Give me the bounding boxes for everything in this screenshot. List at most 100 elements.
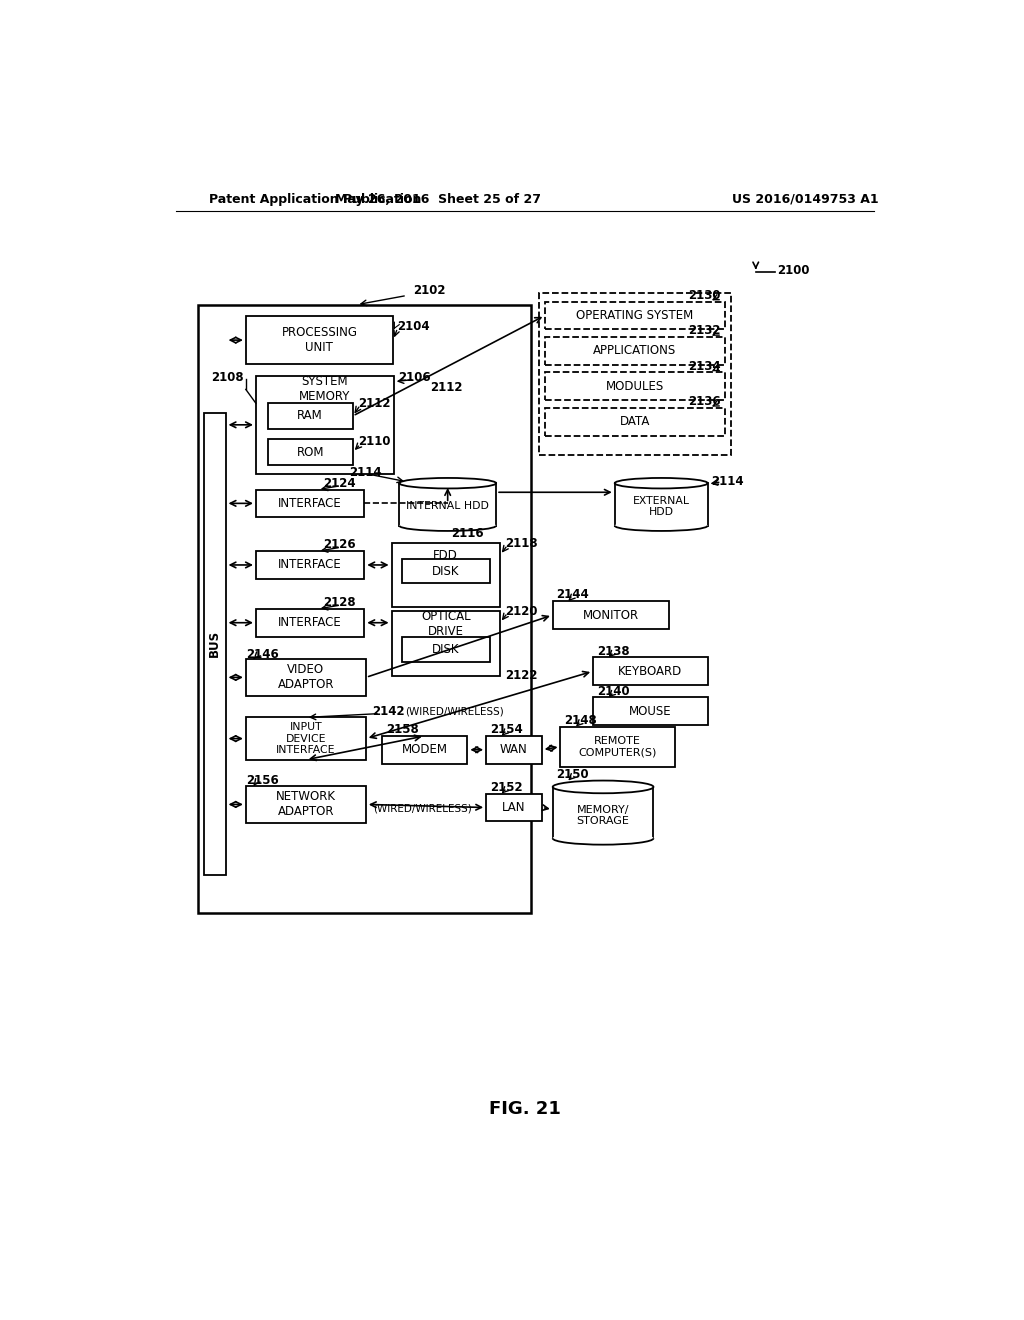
Bar bbox=[246, 659, 366, 696]
Text: 2146: 2146 bbox=[246, 648, 279, 661]
Text: 2136: 2136 bbox=[688, 395, 721, 408]
Text: INPUT
DEVICE
INTERFACE: INPUT DEVICE INTERFACE bbox=[276, 722, 336, 755]
Text: SYSTEM
MEMORY: SYSTEM MEMORY bbox=[299, 375, 350, 404]
Text: 2118: 2118 bbox=[505, 537, 538, 550]
Text: INTERFACE: INTERFACE bbox=[279, 496, 342, 510]
Text: 2108: 2108 bbox=[212, 371, 245, 384]
Text: KEYBOARD: KEYBOARD bbox=[618, 665, 682, 677]
Text: MODEM: MODEM bbox=[401, 743, 447, 756]
Text: 2154: 2154 bbox=[489, 723, 522, 737]
Text: 2158: 2158 bbox=[386, 723, 419, 737]
Bar bbox=[256, 376, 394, 474]
Bar bbox=[267, 440, 352, 465]
Bar bbox=[256, 609, 365, 636]
Text: MONITOR: MONITOR bbox=[583, 609, 639, 622]
Text: 2124: 2124 bbox=[324, 477, 356, 490]
Text: INTERNAL HDD: INTERNAL HDD bbox=[407, 502, 489, 511]
Text: 2122: 2122 bbox=[505, 669, 538, 682]
Bar bbox=[593, 657, 708, 685]
Bar bbox=[614, 483, 708, 525]
Ellipse shape bbox=[553, 780, 653, 793]
Text: 2102: 2102 bbox=[414, 284, 445, 297]
Ellipse shape bbox=[399, 520, 496, 531]
Bar bbox=[246, 718, 366, 760]
Text: DATA: DATA bbox=[620, 416, 650, 428]
Text: 2132: 2132 bbox=[688, 325, 721, 338]
Ellipse shape bbox=[399, 478, 496, 488]
Bar bbox=[553, 787, 653, 838]
Text: 2148: 2148 bbox=[564, 714, 597, 727]
Text: Patent Application Publication: Patent Application Publication bbox=[209, 193, 422, 206]
Bar bbox=[198, 305, 531, 913]
Text: NETWORK
ADAPTOR: NETWORK ADAPTOR bbox=[275, 791, 336, 818]
Bar bbox=[539, 293, 731, 455]
Bar bbox=[246, 317, 393, 364]
Bar bbox=[560, 726, 675, 767]
Text: 2134: 2134 bbox=[688, 360, 721, 372]
Text: MOUSE: MOUSE bbox=[629, 705, 672, 718]
Text: 2114: 2114 bbox=[349, 466, 382, 479]
Text: DISK: DISK bbox=[432, 643, 460, 656]
Text: 2104: 2104 bbox=[397, 319, 429, 333]
Text: 2156: 2156 bbox=[246, 774, 279, 787]
Ellipse shape bbox=[553, 832, 653, 845]
Text: OPTICAL
DRIVE: OPTICAL DRIVE bbox=[421, 610, 471, 639]
Text: WAN: WAN bbox=[500, 743, 527, 756]
Text: 2112: 2112 bbox=[358, 397, 391, 409]
Bar bbox=[486, 737, 542, 763]
Text: MEMORY/
STORAGE: MEMORY/ STORAGE bbox=[577, 805, 630, 826]
Ellipse shape bbox=[614, 520, 708, 531]
Bar bbox=[545, 372, 725, 400]
Text: 2114: 2114 bbox=[712, 475, 744, 488]
Text: EXTERNAL
HDD: EXTERNAL HDD bbox=[633, 495, 690, 517]
Text: RAM: RAM bbox=[297, 409, 323, 422]
Text: 2128: 2128 bbox=[324, 597, 356, 610]
Text: FDD: FDD bbox=[433, 549, 458, 562]
Bar bbox=[401, 558, 489, 583]
Text: APPLICATIONS: APPLICATIONS bbox=[593, 345, 677, 358]
Bar bbox=[486, 793, 542, 821]
Bar bbox=[401, 638, 489, 663]
Text: VIDEO
ADAPTOR: VIDEO ADAPTOR bbox=[278, 664, 334, 692]
Text: (WIRED/WIRELESS): (WIRED/WIRELESS) bbox=[373, 804, 472, 813]
Text: 2112: 2112 bbox=[430, 381, 463, 395]
Bar bbox=[399, 483, 496, 525]
Text: 2100: 2100 bbox=[777, 264, 810, 277]
Text: OPERATING SYSTEM: OPERATING SYSTEM bbox=[577, 309, 693, 322]
Text: 2110: 2110 bbox=[358, 436, 391, 449]
Text: May 26, 2016  Sheet 25 of 27: May 26, 2016 Sheet 25 of 27 bbox=[335, 193, 541, 206]
Bar bbox=[553, 601, 669, 628]
Text: 2130: 2130 bbox=[688, 289, 721, 302]
Ellipse shape bbox=[614, 478, 708, 488]
Text: 2142: 2142 bbox=[372, 705, 404, 718]
Text: 2126: 2126 bbox=[324, 539, 356, 552]
Bar bbox=[593, 697, 708, 725]
Text: 2140: 2140 bbox=[597, 685, 630, 698]
Text: PROCESSING
UNIT: PROCESSING UNIT bbox=[282, 326, 357, 354]
Text: INTERFACE: INTERFACE bbox=[279, 616, 342, 630]
Bar bbox=[204, 413, 225, 875]
Bar bbox=[256, 552, 365, 579]
Bar bbox=[545, 302, 725, 330]
Bar bbox=[246, 785, 366, 822]
Text: 2106: 2106 bbox=[397, 371, 430, 384]
Text: 2116: 2116 bbox=[452, 527, 484, 540]
Text: MODULES: MODULES bbox=[606, 380, 664, 393]
Text: ROM: ROM bbox=[296, 446, 324, 458]
Bar bbox=[382, 737, 467, 763]
Text: BUS: BUS bbox=[208, 630, 221, 657]
Text: 2138: 2138 bbox=[597, 644, 630, 657]
Text: REMOTE
COMPUTER(S): REMOTE COMPUTER(S) bbox=[579, 735, 657, 758]
Text: 2152: 2152 bbox=[489, 781, 522, 795]
Bar bbox=[267, 404, 352, 429]
Bar bbox=[545, 408, 725, 436]
Text: LAN: LAN bbox=[502, 801, 525, 814]
Text: 2120: 2120 bbox=[505, 605, 538, 618]
Bar bbox=[391, 611, 500, 676]
Text: US 2016/0149753 A1: US 2016/0149753 A1 bbox=[732, 193, 880, 206]
Bar bbox=[391, 544, 500, 607]
Bar bbox=[545, 337, 725, 364]
Text: DISK: DISK bbox=[432, 565, 460, 578]
Bar bbox=[256, 490, 365, 517]
Text: (WIRED/WIRELESS): (WIRED/WIRELESS) bbox=[406, 706, 504, 717]
